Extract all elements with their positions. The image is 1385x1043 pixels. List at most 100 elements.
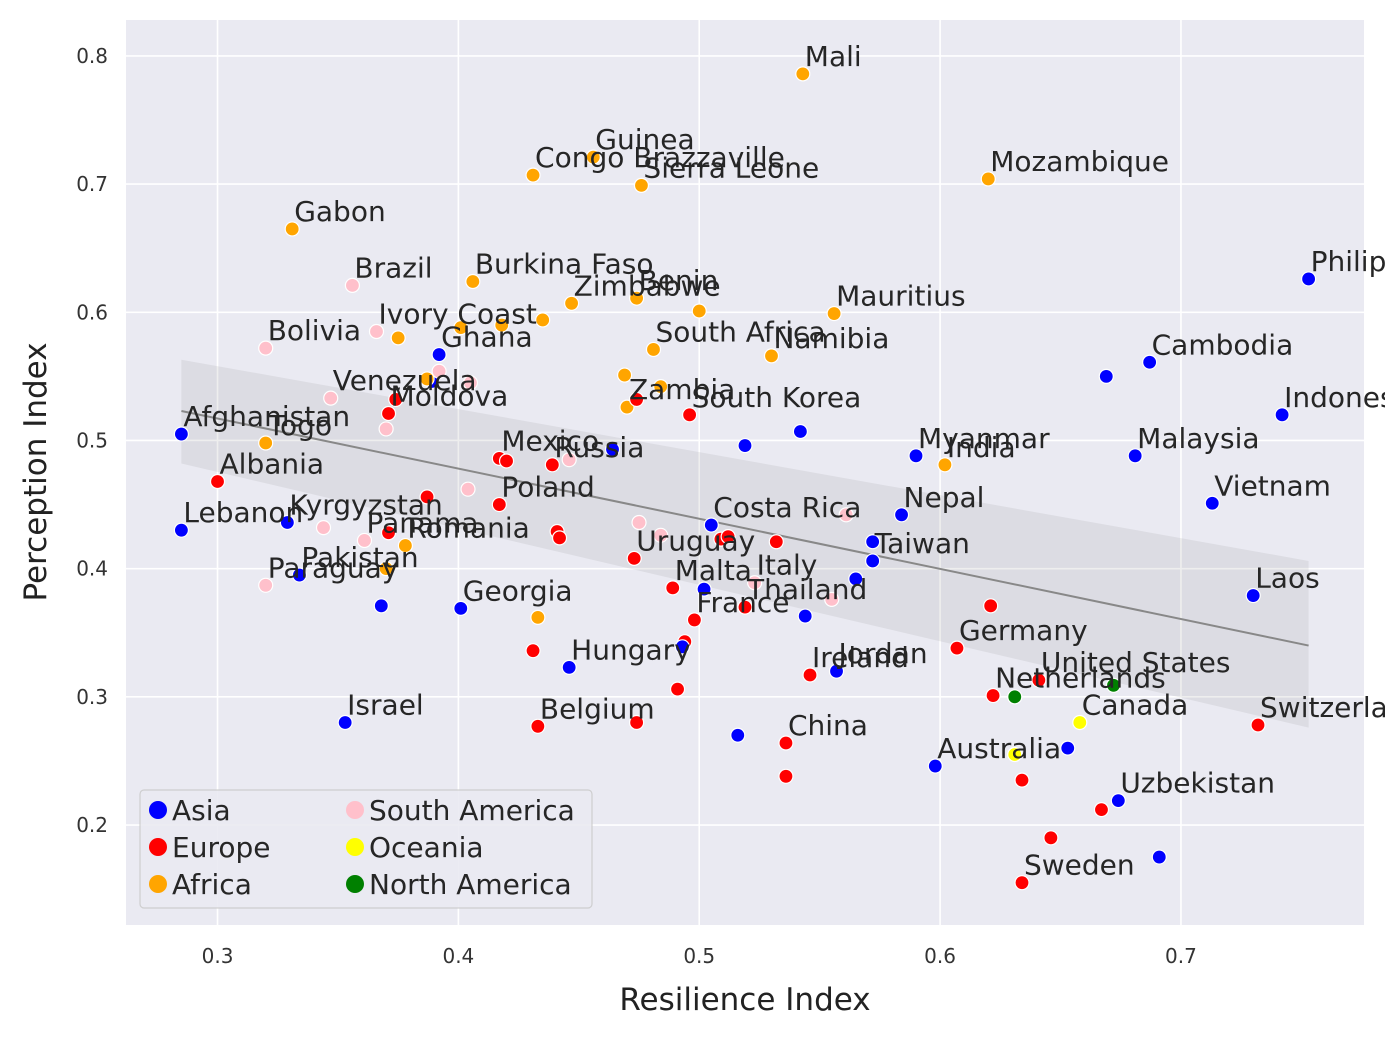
- point-label: Gabon: [294, 195, 386, 228]
- data-point: [696, 581, 712, 597]
- data-point: [453, 320, 469, 336]
- plot-background: [126, 20, 1364, 925]
- data-point: [419, 489, 435, 505]
- y-tick-label: 0.2: [76, 813, 108, 837]
- point-label: Cambodia: [1152, 328, 1294, 361]
- data-point: [824, 591, 840, 608]
- data-point: [865, 553, 881, 569]
- point-label: Belgium: [540, 692, 655, 725]
- data-point: [686, 612, 703, 628]
- data-point: [291, 567, 308, 583]
- data-point: [462, 375, 479, 391]
- data-point: [258, 435, 274, 451]
- point-label: Mozambique: [990, 145, 1169, 178]
- point-label: Switzerland: [1260, 691, 1385, 724]
- data-point: [1007, 689, 1023, 705]
- data-point: [525, 167, 541, 183]
- data-point: [674, 639, 690, 655]
- y-axis-title: Perception Index: [18, 342, 54, 601]
- legend-marker: [346, 801, 364, 819]
- point-label: Afghanistan: [183, 400, 350, 433]
- y-tick-label: 0.6: [76, 300, 108, 324]
- point-label: Sierra Leone: [643, 151, 819, 184]
- data-point: [1043, 830, 1059, 846]
- data-point: [703, 517, 719, 533]
- data-point: [949, 640, 965, 656]
- point-label: Ivory Coast: [378, 297, 536, 330]
- point-label: Canada: [1082, 688, 1189, 721]
- x-axis-title: Resilience Index: [619, 982, 870, 1018]
- data-point: [337, 714, 353, 731]
- data-point: [380, 525, 397, 541]
- point-label: Pakistan: [301, 541, 418, 574]
- data-point: [1151, 849, 1167, 865]
- data-point: [980, 171, 996, 187]
- data-point: [865, 534, 881, 550]
- legend-label: South America: [369, 794, 575, 827]
- point-label: Vietnam: [1214, 469, 1331, 502]
- data-point: [561, 659, 577, 675]
- data-point: [908, 448, 924, 464]
- data-point: [629, 290, 645, 306]
- data-point: [893, 507, 910, 523]
- data-point: [1031, 672, 1047, 688]
- data-point: [1098, 368, 1114, 384]
- data-point: [258, 340, 274, 356]
- data-point: [747, 575, 763, 591]
- data-point: [1093, 802, 1110, 818]
- point-label: Albania: [220, 447, 325, 480]
- data-point: [616, 367, 633, 383]
- point-label: Hungary: [571, 633, 691, 666]
- legend-label: North America: [369, 868, 572, 901]
- confidence-band: [181, 359, 1309, 728]
- x-tick-label: 0.6: [924, 944, 956, 968]
- data-point: [530, 609, 546, 625]
- data-point: [380, 405, 397, 422]
- data-point: [1301, 271, 1317, 287]
- data-point: [985, 687, 1001, 704]
- legend-label: Asia: [172, 794, 231, 827]
- x-tick-label: 0.5: [683, 944, 715, 968]
- trend-line: [181, 409, 1309, 647]
- data-point: [315, 520, 332, 536]
- data-point: [1072, 714, 1088, 731]
- legend-marker: [346, 875, 364, 893]
- legend-box: [139, 789, 593, 909]
- point-label: Laos: [1255, 562, 1319, 595]
- point-label: Myanmar: [918, 422, 1050, 455]
- data-points: [173, 66, 1317, 891]
- point-label: China: [788, 709, 868, 742]
- y-tick-label: 0.8: [76, 44, 108, 68]
- point-label: Sweden: [1024, 849, 1135, 882]
- data-point: [604, 441, 621, 458]
- data-point: [258, 577, 274, 593]
- point-label: Kyrgyzstan: [289, 488, 442, 521]
- data-point: [1250, 717, 1266, 733]
- point-label: Namibia: [773, 322, 889, 355]
- data-point: [1014, 772, 1030, 788]
- point-label: United States: [1041, 646, 1231, 679]
- point-label: Moldova: [391, 380, 509, 413]
- data-point: [631, 514, 647, 531]
- data-point: [826, 305, 842, 322]
- data-point: [1110, 793, 1126, 809]
- point-label: Paraguay: [268, 551, 399, 584]
- gridlines: [126, 20, 1364, 925]
- legend-marker: [149, 801, 167, 819]
- point-label: South Korea: [692, 381, 862, 414]
- data-point: [768, 534, 784, 550]
- data-point: [653, 527, 669, 543]
- data-point: [778, 735, 794, 751]
- data-point: [530, 718, 546, 734]
- data-point: [792, 423, 808, 440]
- data-point: [1105, 677, 1122, 693]
- data-point: [1127, 448, 1143, 464]
- point-label: Taiwan: [874, 527, 970, 560]
- data-point: [778, 768, 794, 784]
- point-label: Mexico: [501, 424, 599, 457]
- point-label: Brazil: [354, 251, 432, 284]
- data-point: [551, 530, 568, 546]
- y-tick-label: 0.5: [76, 428, 108, 452]
